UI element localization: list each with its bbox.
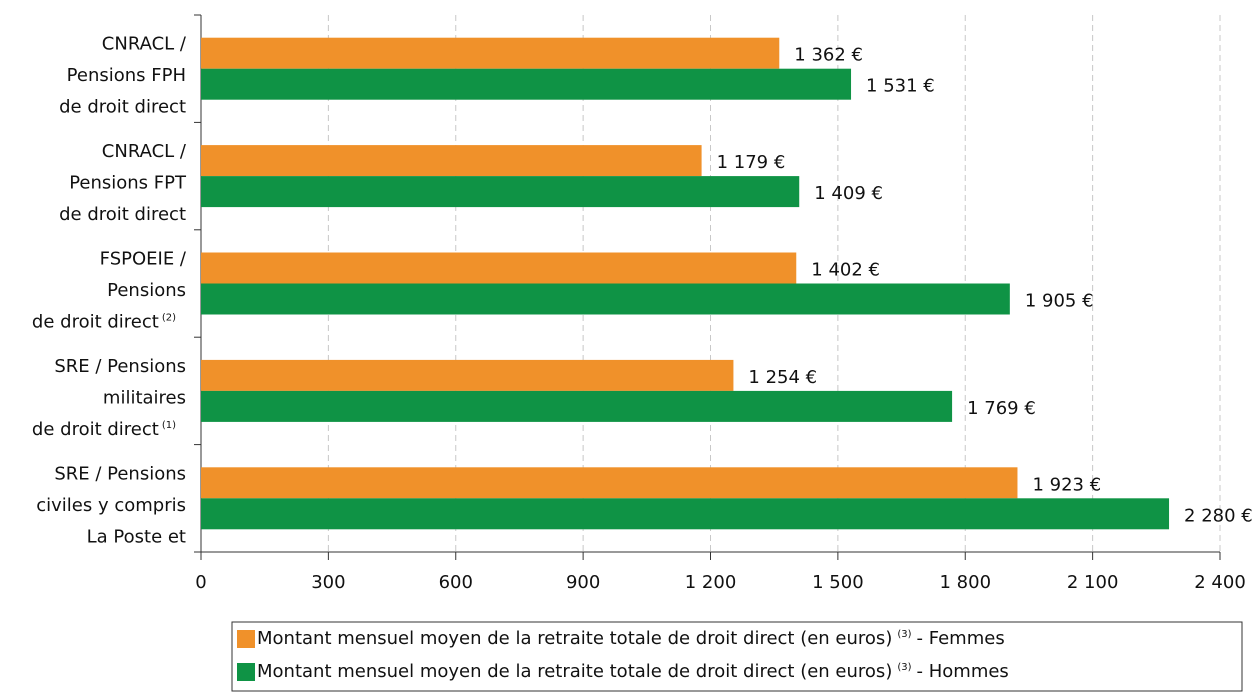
category-label-line: de droit direct (32, 312, 159, 333)
value-label: 1 362 € (794, 45, 863, 66)
category-label: CNRACL / (102, 141, 187, 162)
category-label: civiles y compris (36, 495, 186, 516)
value-label: 1 254 € (748, 367, 817, 388)
bar (201, 467, 1018, 499)
legend-suffix: - Femmes (917, 628, 1005, 649)
category-label: de droit direct (59, 97, 186, 118)
x-tick-label: 0 (195, 572, 206, 593)
value-label: 1 769 € (967, 398, 1036, 419)
category-note: (1) (162, 420, 176, 431)
category-note: (2) (162, 313, 176, 324)
value-label: 1 531 € (866, 76, 935, 97)
category-label-line: militaires (103, 387, 186, 408)
category-label: de droit direct (2) (32, 312, 176, 333)
bar (201, 37, 780, 69)
x-tick-label: 2 400 (1194, 572, 1246, 593)
x-tick-label: 2 100 (1067, 572, 1119, 593)
legend-suffix: - Hommes (917, 661, 1009, 682)
bar (201, 68, 852, 100)
value-label: 1 179 € (717, 152, 786, 173)
category-label-line: de droit direct (59, 204, 186, 225)
legend-swatch (237, 663, 255, 681)
category-label: La Poste et (87, 526, 186, 547)
category-label: militaires (103, 387, 186, 408)
bar (201, 252, 797, 284)
category-label-line: civiles y compris (36, 495, 186, 516)
value-label: 1 402 € (811, 260, 880, 281)
category-label: FSPOEIE / (100, 249, 187, 270)
category-label-line: de droit direct (32, 419, 159, 440)
legend-name: Montant mensuel moyen de la retraite tot… (257, 661, 892, 682)
x-tick-label: 300 (311, 572, 345, 593)
x-tick-label: 1 200 (685, 572, 737, 593)
legend-swatch (237, 630, 255, 648)
category-label: de droit direct (59, 204, 186, 225)
category-label-line: CNRACL / (102, 34, 187, 55)
value-label: 1 409 € (814, 183, 883, 204)
bar (201, 145, 702, 177)
category-label-line: CNRACL / (102, 141, 187, 162)
category-label: de droit direct (1) (32, 419, 176, 440)
category-label: Pensions (107, 280, 186, 301)
legend-label: Montant mensuel moyen de la retraite tot… (257, 628, 1005, 649)
bar (201, 283, 1010, 315)
x-tick-label: 1 500 (812, 572, 864, 593)
category-label-line: SRE / Pensions (54, 356, 186, 377)
value-label: 2 280 € (1184, 505, 1253, 526)
category-label: SRE / Pensions (54, 463, 186, 484)
category-label-line: Pensions (107, 280, 186, 301)
category-label-line: FSPOEIE / (100, 249, 187, 270)
category-label: Pensions FPH (67, 65, 186, 86)
category-label-line: Pensions FPT (69, 173, 187, 194)
category-label-line: de droit direct (59, 97, 186, 118)
value-label: 1 923 € (1032, 474, 1101, 495)
x-tick-label: 1 800 (939, 572, 991, 593)
legend-note: (3) (897, 629, 911, 640)
x-tick-label: 600 (439, 572, 473, 593)
category-label-line: La Poste et (87, 526, 186, 547)
bar (201, 390, 953, 422)
legend-name: Montant mensuel moyen de la retraite tot… (257, 628, 892, 649)
category-label: SRE / Pensions (54, 356, 186, 377)
category-label: CNRACL / (102, 34, 187, 55)
category-label-line: SRE / Pensions (54, 463, 186, 484)
value-label: 1 905 € (1025, 291, 1094, 312)
bar (201, 359, 734, 391)
legend-note: (3) (897, 662, 911, 673)
bar (201, 498, 1170, 530)
category-label: Pensions FPT (69, 173, 187, 194)
legend-box (231, 621, 1243, 692)
category-label-line: Pensions FPH (67, 65, 186, 86)
legend-label: Montant mensuel moyen de la retraite tot… (257, 661, 1009, 682)
x-tick-label: 900 (566, 572, 600, 593)
bar (201, 176, 800, 208)
